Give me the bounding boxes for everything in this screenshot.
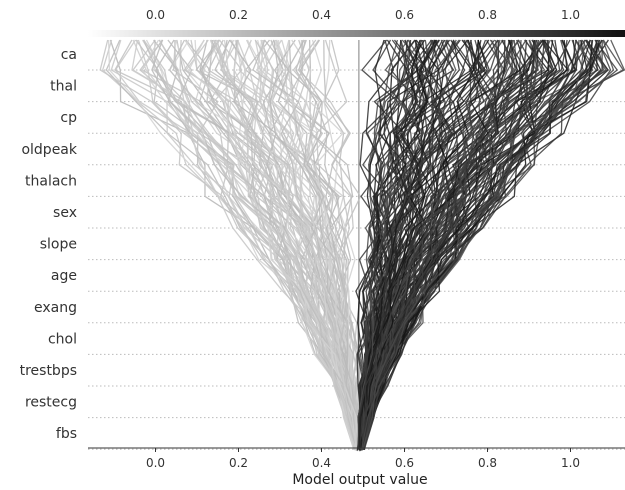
decision-path-low [99, 39, 360, 451]
decision-path-high [357, 39, 425, 450]
feature-label-cp: cp [60, 110, 77, 126]
feature-label-fbs: fbs [56, 426, 77, 442]
colorbar-tick-label: 0.8 [478, 8, 497, 22]
decision-path-high [358, 39, 545, 451]
decision-path-low [107, 39, 360, 450]
feature-labels: ca thal cp oldpeak thalach sex slope age exang ch… [20, 47, 78, 442]
feature-label-sex: sex [53, 205, 77, 221]
feature-label-exang: exang [34, 300, 77, 316]
colorbar-gradient [88, 30, 625, 37]
decision-path-low [292, 39, 361, 451]
x-axis: 0.0 0.2 0.4 0.6 0.8 1.0 Model output value [88, 447, 625, 488]
decision-path-high [358, 39, 484, 451]
x-tick-label: 0.4 [312, 456, 331, 470]
colorbar-tick-label: 0.2 [229, 8, 248, 22]
decision-path-high [358, 39, 473, 451]
decision-path-high [358, 39, 553, 451]
decision-path-high [358, 39, 609, 450]
colorbar-tick-label: 0.0 [146, 8, 165, 22]
colorbar-tick-label: 0.4 [312, 8, 331, 22]
feature-label-ca: ca [61, 47, 77, 63]
colorbar: 0.0 0.2 0.4 0.6 0.8 1.0 [88, 8, 625, 37]
x-tick-label: 1.0 [561, 456, 580, 470]
x-tick-label: 0.0 [146, 456, 165, 470]
colorbar-tick-label: 0.6 [395, 8, 414, 22]
feature-label-age: age [51, 268, 77, 284]
x-tick-label: 0.6 [395, 456, 414, 470]
feature-label-thalach: thalach [25, 173, 77, 189]
feature-label-chol: chol [48, 331, 77, 347]
decision-path-high [358, 39, 421, 450]
decision-path-high [358, 39, 615, 451]
decision-path-low [263, 39, 360, 450]
decision-path-low [216, 39, 360, 451]
feature-label-thal: thal [50, 79, 77, 95]
x-tick-label: 0.2 [229, 456, 248, 470]
decision-path-high [357, 39, 418, 452]
decision-path-low [137, 39, 360, 451]
feature-label-oldpeak: oldpeak [21, 142, 77, 158]
decision-path-low [233, 39, 360, 451]
decision-path-low [141, 39, 360, 451]
decision-path-low [131, 39, 360, 451]
feature-label-restecg: restecg [25, 395, 77, 411]
decision-path-low [252, 39, 360, 452]
decision-paths [99, 39, 625, 452]
x-axis-title: Model output value [292, 472, 427, 488]
colorbar-tick-label: 1.0 [561, 8, 580, 22]
decision-path-low [212, 39, 360, 451]
feature-label-trestbps: trestbps [20, 363, 77, 379]
decision-path-high [358, 39, 586, 451]
decision-path-high [358, 39, 603, 451]
x-tick-label: 0.8 [478, 456, 497, 470]
feature-label-slope: slope [40, 237, 77, 253]
